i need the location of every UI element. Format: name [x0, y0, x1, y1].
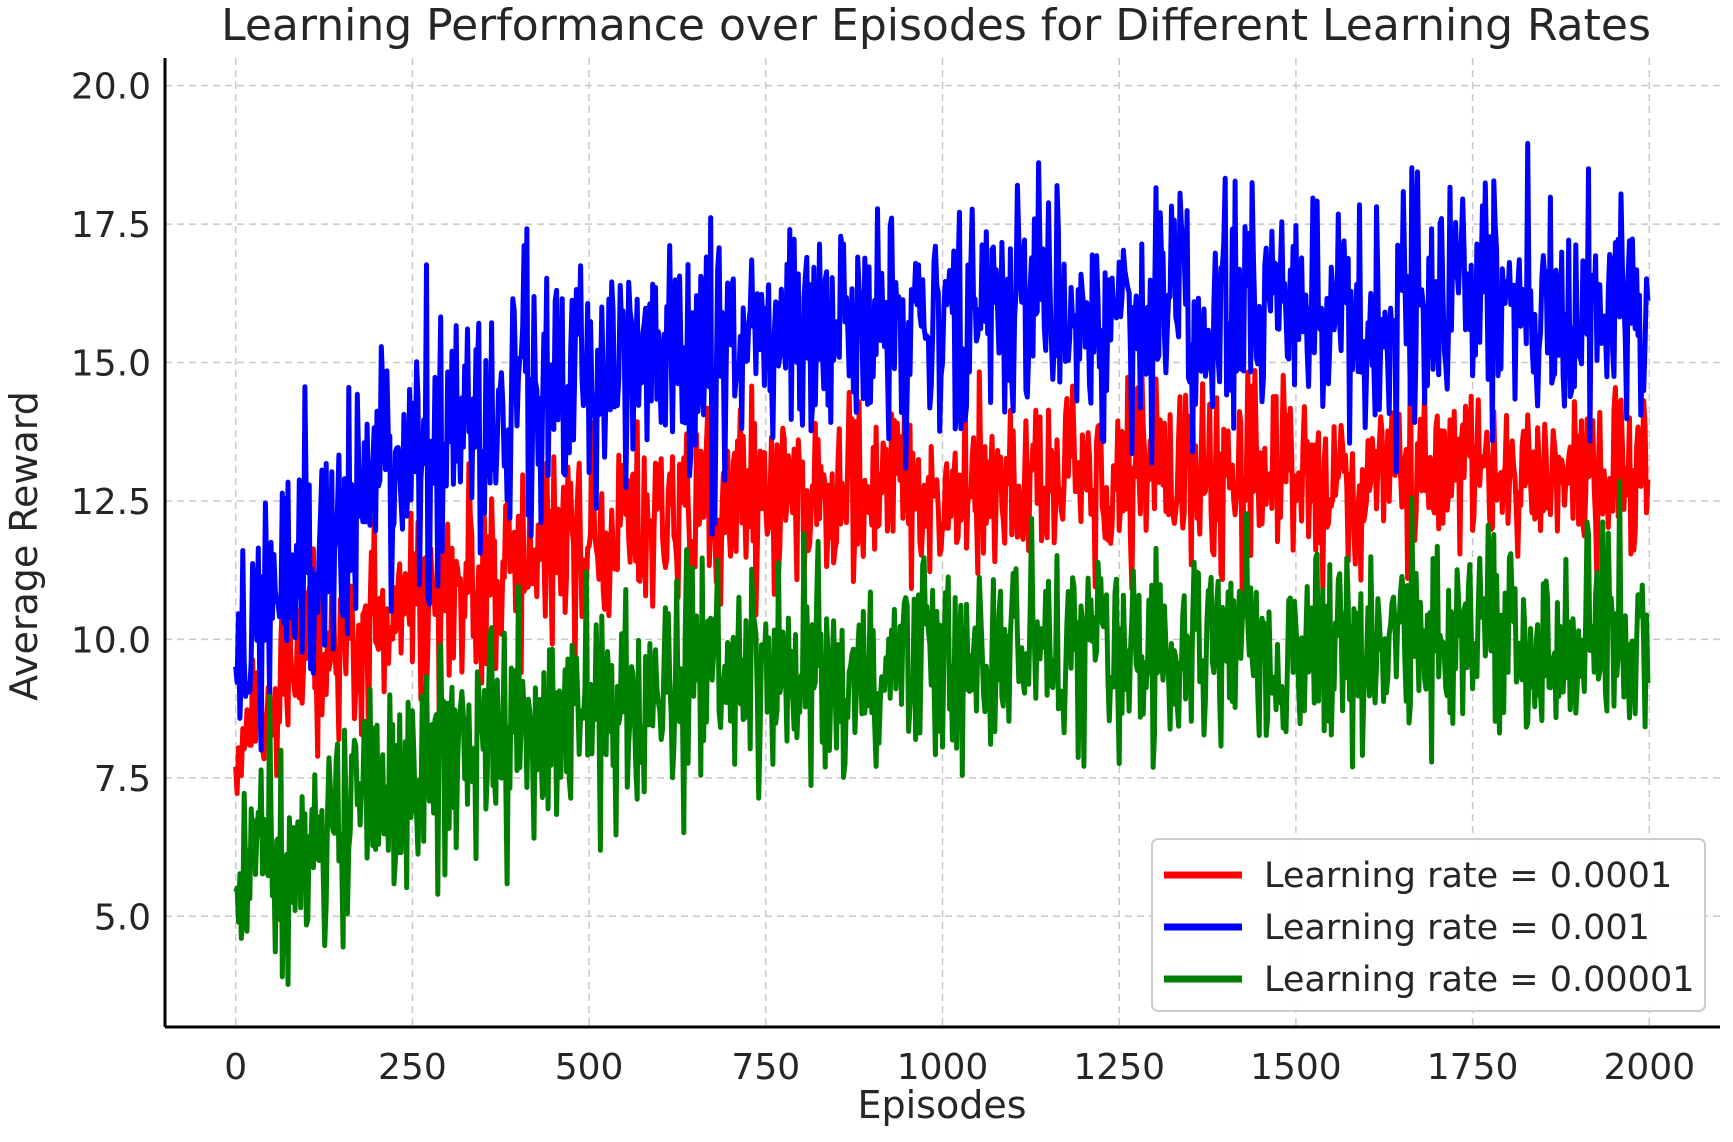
x-tick-label: 1750	[1427, 1047, 1519, 1088]
x-tick-label: 1500	[1250, 1047, 1342, 1088]
legend-box	[1151, 838, 1706, 1012]
series-group	[233, 140, 1651, 987]
y-tick-label: 20.0	[71, 67, 151, 108]
x-tick-label: 500	[555, 1047, 624, 1088]
y-tick-label: 17.5	[71, 205, 151, 246]
series-line-2	[233, 140, 1651, 753]
series-line-3	[233, 479, 1651, 987]
legend-label-3: Learning rate = 0.00001	[1264, 960, 1694, 1000]
y-tick-label: 5.0	[94, 897, 151, 938]
x-axis-title: Episodes	[857, 1083, 1026, 1127]
y-tick-label: 7.5	[94, 759, 151, 800]
chart-title: Learning Performance over Episodes for D…	[221, 0, 1651, 51]
x-tick-label: 0	[224, 1047, 247, 1088]
x-tick-label: 2000	[1604, 1047, 1696, 1088]
legend-label-1: Learning rate = 0.0001	[1264, 856, 1672, 896]
axes	[163, 58, 1720, 1029]
y-tick-label: 15.0	[71, 344, 151, 385]
y-axis-title: Average Reward	[2, 391, 46, 701]
x-tick-label: 750	[731, 1047, 800, 1088]
x-tick-label: 250	[378, 1047, 447, 1088]
x-tick-label: 1000	[897, 1047, 989, 1088]
legend-label-2: Learning rate = 0.001	[1264, 908, 1650, 948]
y-tick-label: 12.5	[71, 482, 151, 523]
legend: Learning rate = 0.0001 Learning rate = 0.…	[1151, 838, 1706, 1012]
x-tick-label: 1250	[1073, 1047, 1165, 1088]
tick-labels: 0 250 500 750 1000 1250 1500 1750 2000 5.0 7.5 10.0…	[71, 67, 1695, 1088]
y-tick-label: 10.0	[71, 620, 151, 661]
